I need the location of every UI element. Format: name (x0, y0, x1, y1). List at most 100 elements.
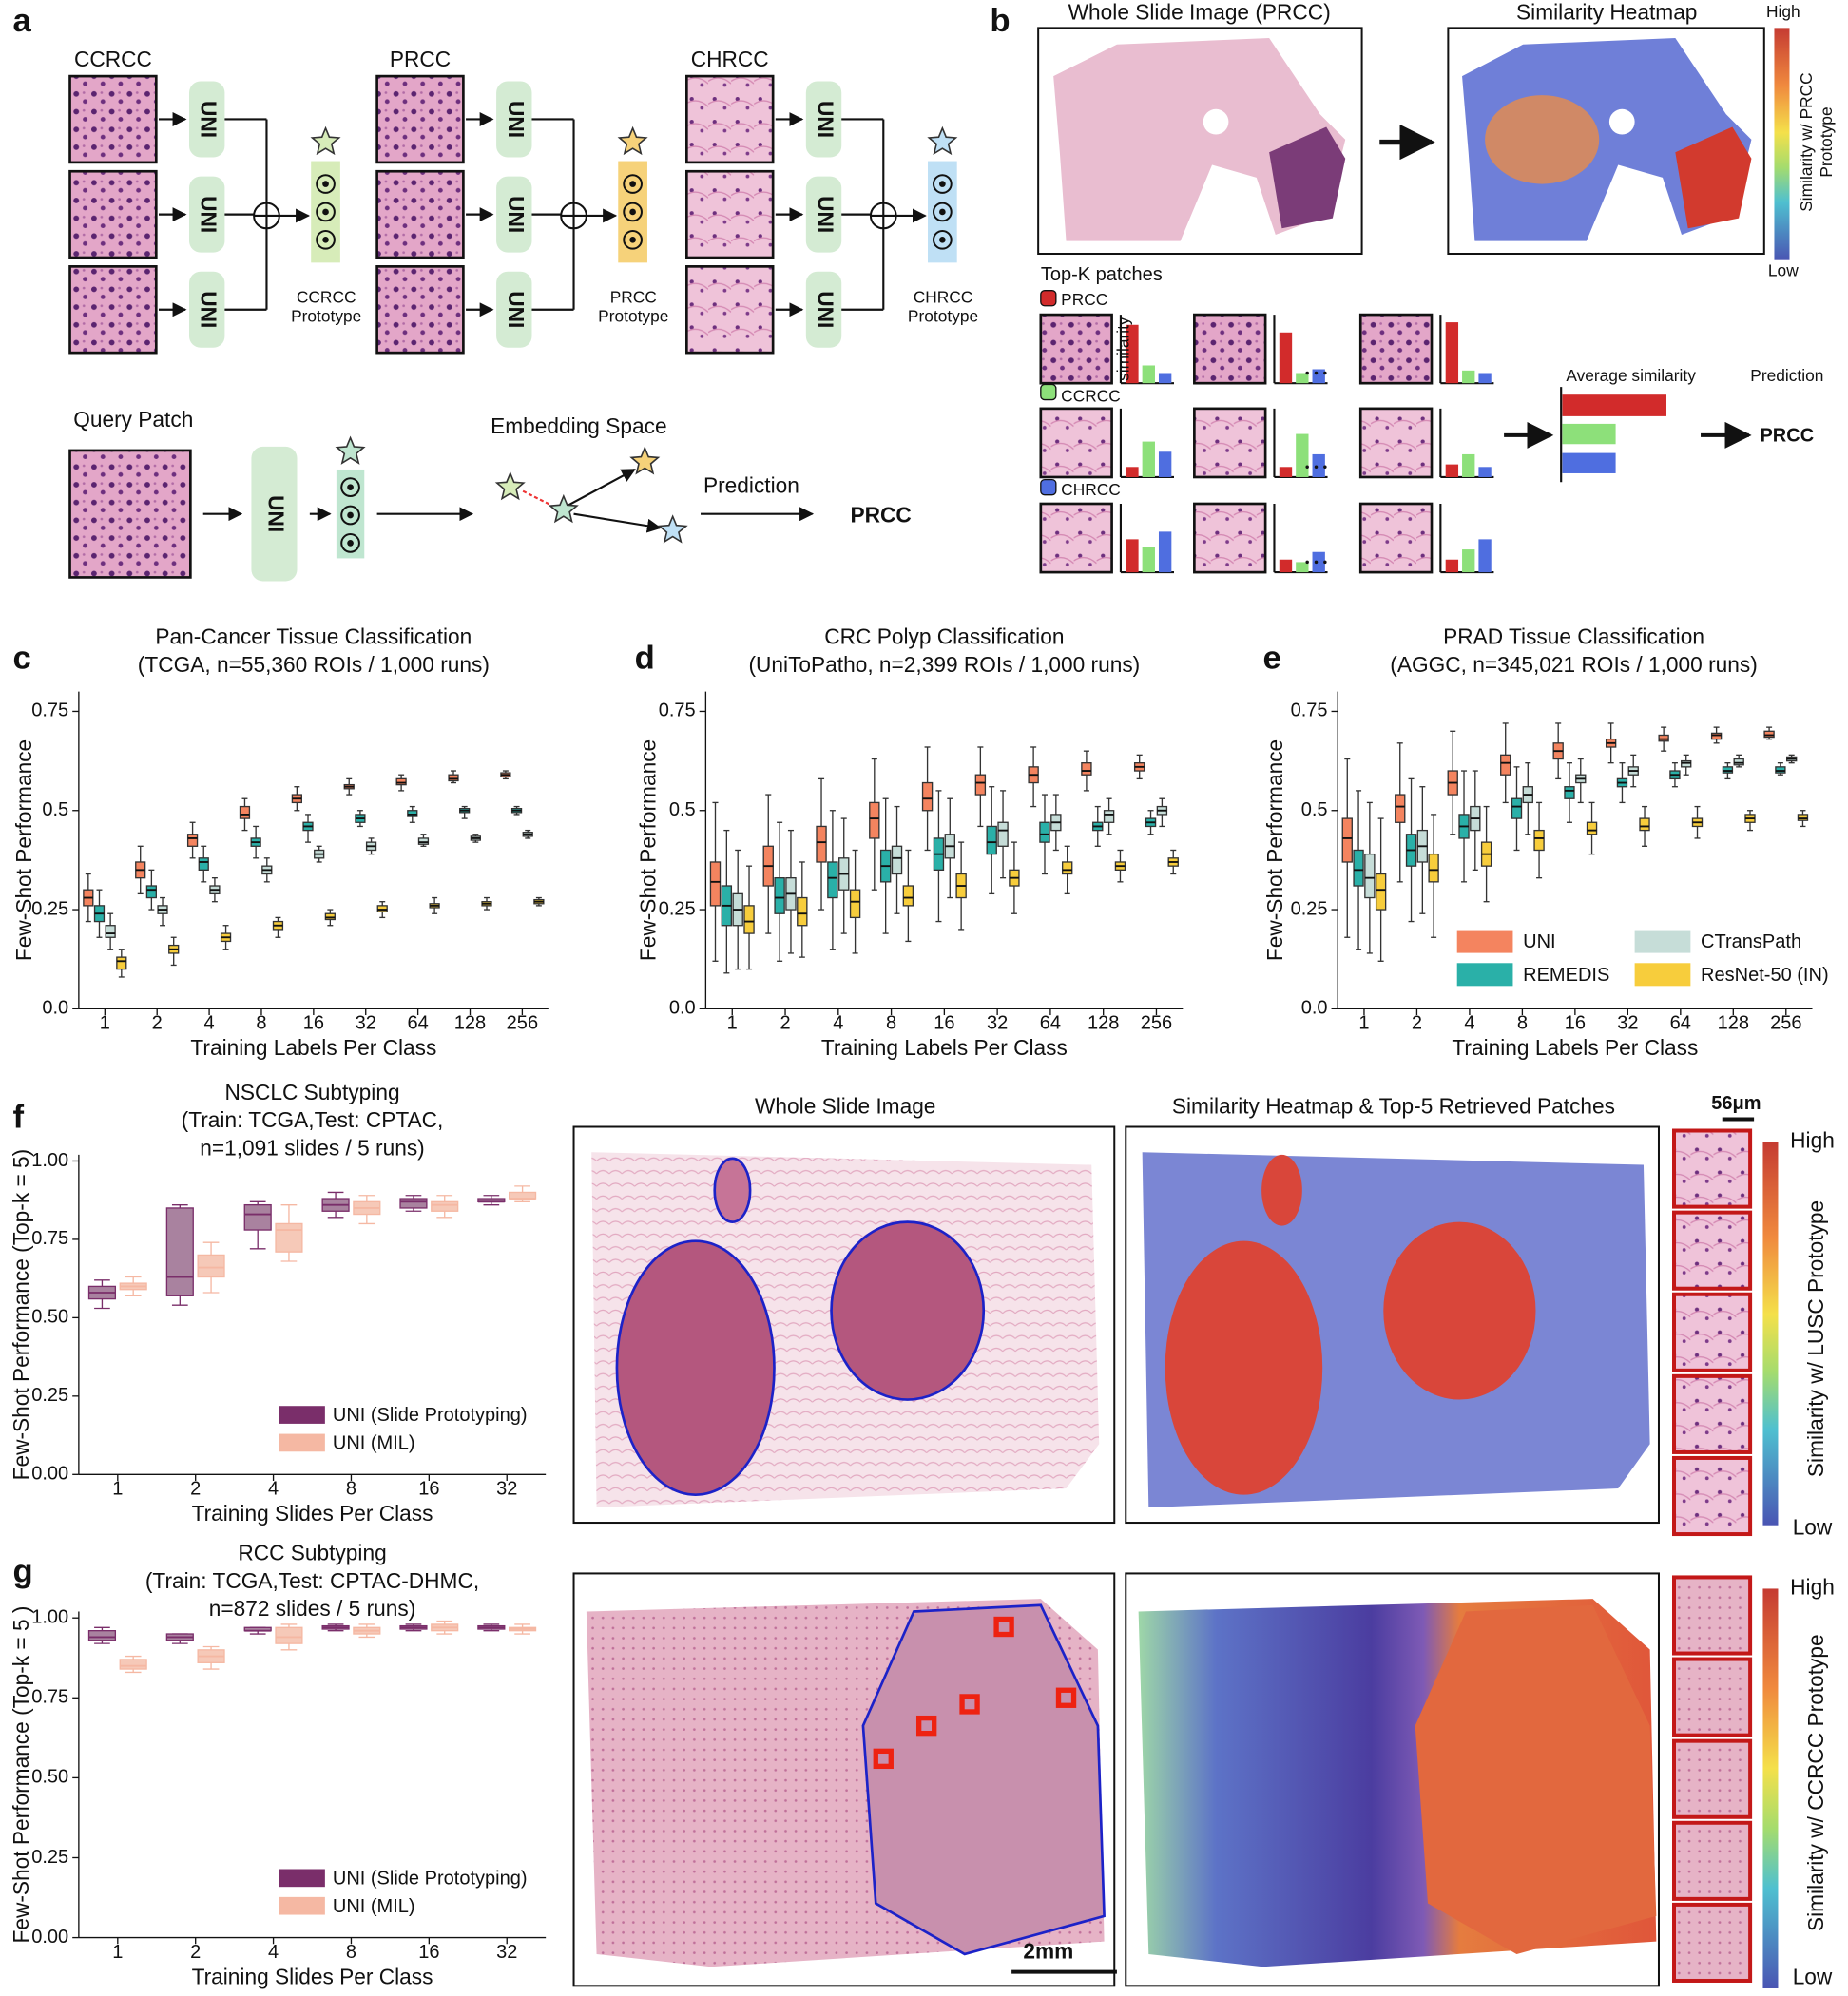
mini-bar (1296, 373, 1309, 384)
prototype-label: Prototype (908, 306, 978, 325)
colorbar-high: High (1766, 2, 1800, 21)
embedding-dim (347, 511, 354, 519)
mini-bar (1142, 547, 1155, 573)
box (509, 1191, 537, 1200)
box (1375, 873, 1387, 911)
patch (1358, 502, 1434, 574)
retrieved-patch (1671, 1820, 1753, 1901)
y-tick-label: 0.25 (31, 1847, 68, 1868)
chart-subtitle: (UniToPatho, n=2,399 ROIs / 1,000 runs) (748, 652, 1140, 677)
embedding-dim (340, 477, 360, 497)
mini-bar (1142, 365, 1155, 384)
patch (1193, 313, 1267, 385)
x-tick-label: 4 (268, 1942, 279, 1963)
patch (375, 74, 465, 164)
box (1500, 754, 1511, 776)
mini-bar (1445, 559, 1459, 573)
chart-subtitle: n=872 slides / 5 runs) (209, 1596, 416, 1621)
y-axis-label: Few-Shot Performance (1262, 739, 1287, 961)
avg-bar (1562, 394, 1666, 416)
x-tick-label: 16 (303, 1013, 324, 1034)
panel-letter: a (12, 3, 31, 39)
ellipsis (1314, 560, 1319, 565)
box (239, 805, 251, 819)
ellipsis (1314, 371, 1319, 375)
legend-label: UNI (Slide Prototyping) (333, 1868, 528, 1889)
query-patch (68, 449, 192, 579)
x-tick-label: 128 (1088, 1013, 1119, 1034)
embedding-dim (933, 202, 953, 222)
legend-label: UNI (MIL) (333, 1433, 415, 1454)
box (1511, 797, 1523, 819)
legend-label: CTransPath (1701, 931, 1801, 952)
star (548, 493, 579, 524)
encoder-box (189, 176, 225, 253)
patch (1039, 407, 1113, 479)
heat-hot (1165, 1240, 1323, 1495)
prototype-label: CHRCC (914, 287, 973, 306)
x-tick-label: 8 (346, 1479, 356, 1500)
box (1103, 810, 1115, 823)
encoder-box (251, 446, 298, 582)
encoder-box (496, 81, 532, 158)
x-tick-label: 16 (934, 1013, 954, 1034)
hole (1608, 108, 1635, 135)
tumor-region (830, 1220, 986, 1401)
embedding-dim (347, 484, 354, 490)
embedding-dim (939, 236, 946, 243)
y-axis-label: Few-Shot Performance (Top-k = 5 ) (9, 1606, 33, 1944)
star (335, 435, 366, 465)
patch (1358, 407, 1434, 479)
mini-bar (1445, 464, 1459, 477)
x-tick-label: 32 (496, 1479, 517, 1500)
x-axis-label: Training Labels Per Class (821, 1035, 1068, 1060)
y-tick-label: 0.25 (1291, 898, 1328, 919)
colorbar-low: Low (1793, 1515, 1833, 1540)
x-tick-label: 8 (886, 1013, 896, 1034)
ellipsis (1323, 465, 1327, 470)
star (629, 446, 661, 475)
ellipsis (1323, 560, 1327, 565)
embedding-dim (629, 236, 636, 243)
retrieved-patch (1671, 1657, 1753, 1737)
embedding-dim (316, 174, 336, 194)
y-tick-label: 0.25 (659, 898, 696, 919)
mini-bar (1126, 539, 1139, 573)
box (827, 861, 838, 899)
y-tick-label: 0.50 (31, 1307, 68, 1328)
heat-region (1462, 38, 1752, 241)
y-tick-label: 1.00 (31, 1606, 68, 1627)
y-tick-label: 0.25 (31, 898, 68, 919)
patch-marker (993, 1616, 1014, 1638)
box (869, 801, 880, 839)
tumor-region (861, 1603, 1106, 1956)
encoder-label: UNI (504, 101, 529, 138)
encoder-label: UNI (197, 101, 221, 138)
x-tick-label: 4 (268, 1479, 279, 1500)
arrow (568, 469, 636, 507)
box (849, 889, 861, 919)
mini-bar (1126, 324, 1139, 384)
box (1658, 734, 1669, 742)
box (407, 810, 418, 817)
box (119, 1659, 147, 1670)
embedding-dim (933, 174, 953, 194)
prototype-label: CCRCC (297, 287, 356, 306)
star (617, 125, 648, 156)
distance (522, 489, 551, 507)
class-label: CHRCC (691, 47, 769, 71)
x-tick-label: 64 (407, 1013, 428, 1034)
box (448, 774, 459, 782)
panel-letter: g (12, 1554, 32, 1590)
y-axis-label: Few-Shot Performance (Top-k = 5) (9, 1149, 33, 1481)
encoder-box (189, 81, 225, 158)
x-tick-label: 8 (346, 1942, 356, 1963)
hole (1203, 108, 1229, 135)
box (1081, 762, 1092, 776)
x-tick-label: 128 (1718, 1013, 1749, 1034)
class-tag: CHRCC (1061, 480, 1121, 499)
x-tick-label: 4 (1464, 1013, 1474, 1034)
embedding-label: Embedding Space (491, 413, 666, 438)
embedding-dim (623, 202, 643, 222)
box (974, 774, 987, 796)
